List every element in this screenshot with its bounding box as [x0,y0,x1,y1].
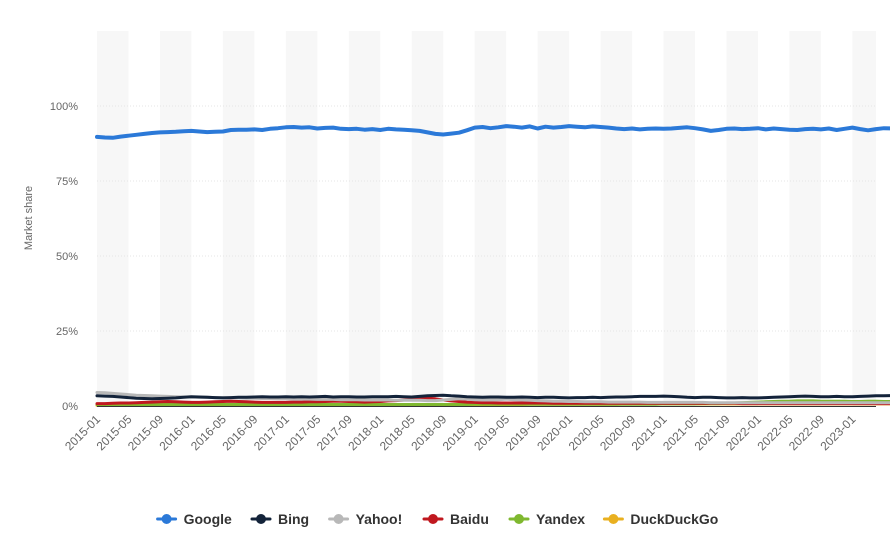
legend-marker [428,514,438,524]
legend-marker [333,514,344,524]
legend-label: Google [184,511,232,527]
y-tick-label: 50% [56,251,78,263]
series-line-bing [95,393,890,401]
grid-band [474,31,507,406]
series-lines [95,124,890,407]
grid-band [789,31,821,406]
legend-marker [161,514,172,524]
grid-band [285,31,318,406]
y-tick-label: 0% [62,401,78,413]
legend-item: Bing [250,511,309,527]
grid-band [852,31,876,406]
legend-item: DuckDuckGo [602,511,718,527]
grid-band [159,31,192,406]
grid-band [348,31,381,406]
legend-marker [256,514,266,524]
grid-band [537,31,570,406]
y-axis-ticks: 0% 25% 50% 75% 100% [50,101,78,413]
y-gridlines [97,105,876,332]
series-line-google [95,124,890,140]
y-tick-label: 75% [56,176,78,188]
y-axis-title: Market share [23,186,35,250]
y-tick-label: 100% [50,101,78,113]
grid-bands [97,31,876,406]
legend: Google Bing Yahoo! Baidu Yandex DuckDuckGo [156,511,718,527]
grid-band [222,31,255,406]
legend-item: Baidu [422,511,489,527]
x-tick-label: 2023-01 [817,412,858,453]
legend-label: Yahoo! [356,511,403,527]
grid-band [411,31,444,406]
grid-band [97,31,129,406]
legend-marker [514,514,524,524]
grid-band [600,31,633,406]
legend-item: Google [156,511,232,527]
y-tick-label: 25% [56,326,78,338]
grid-band [726,31,758,406]
legend-item: Yahoo! [328,511,403,527]
legend-label: Baidu [450,511,489,527]
grid-band [663,31,696,406]
legend-label: Bing [278,511,309,527]
legend-label: DuckDuckGo [630,511,718,527]
legend-item: Yandex [508,511,585,527]
legend-label: Yandex [536,511,585,527]
legend-marker [608,514,619,524]
x-axis-ticks: 2015-012015-052015-092016-012016-052016-… [62,412,859,453]
